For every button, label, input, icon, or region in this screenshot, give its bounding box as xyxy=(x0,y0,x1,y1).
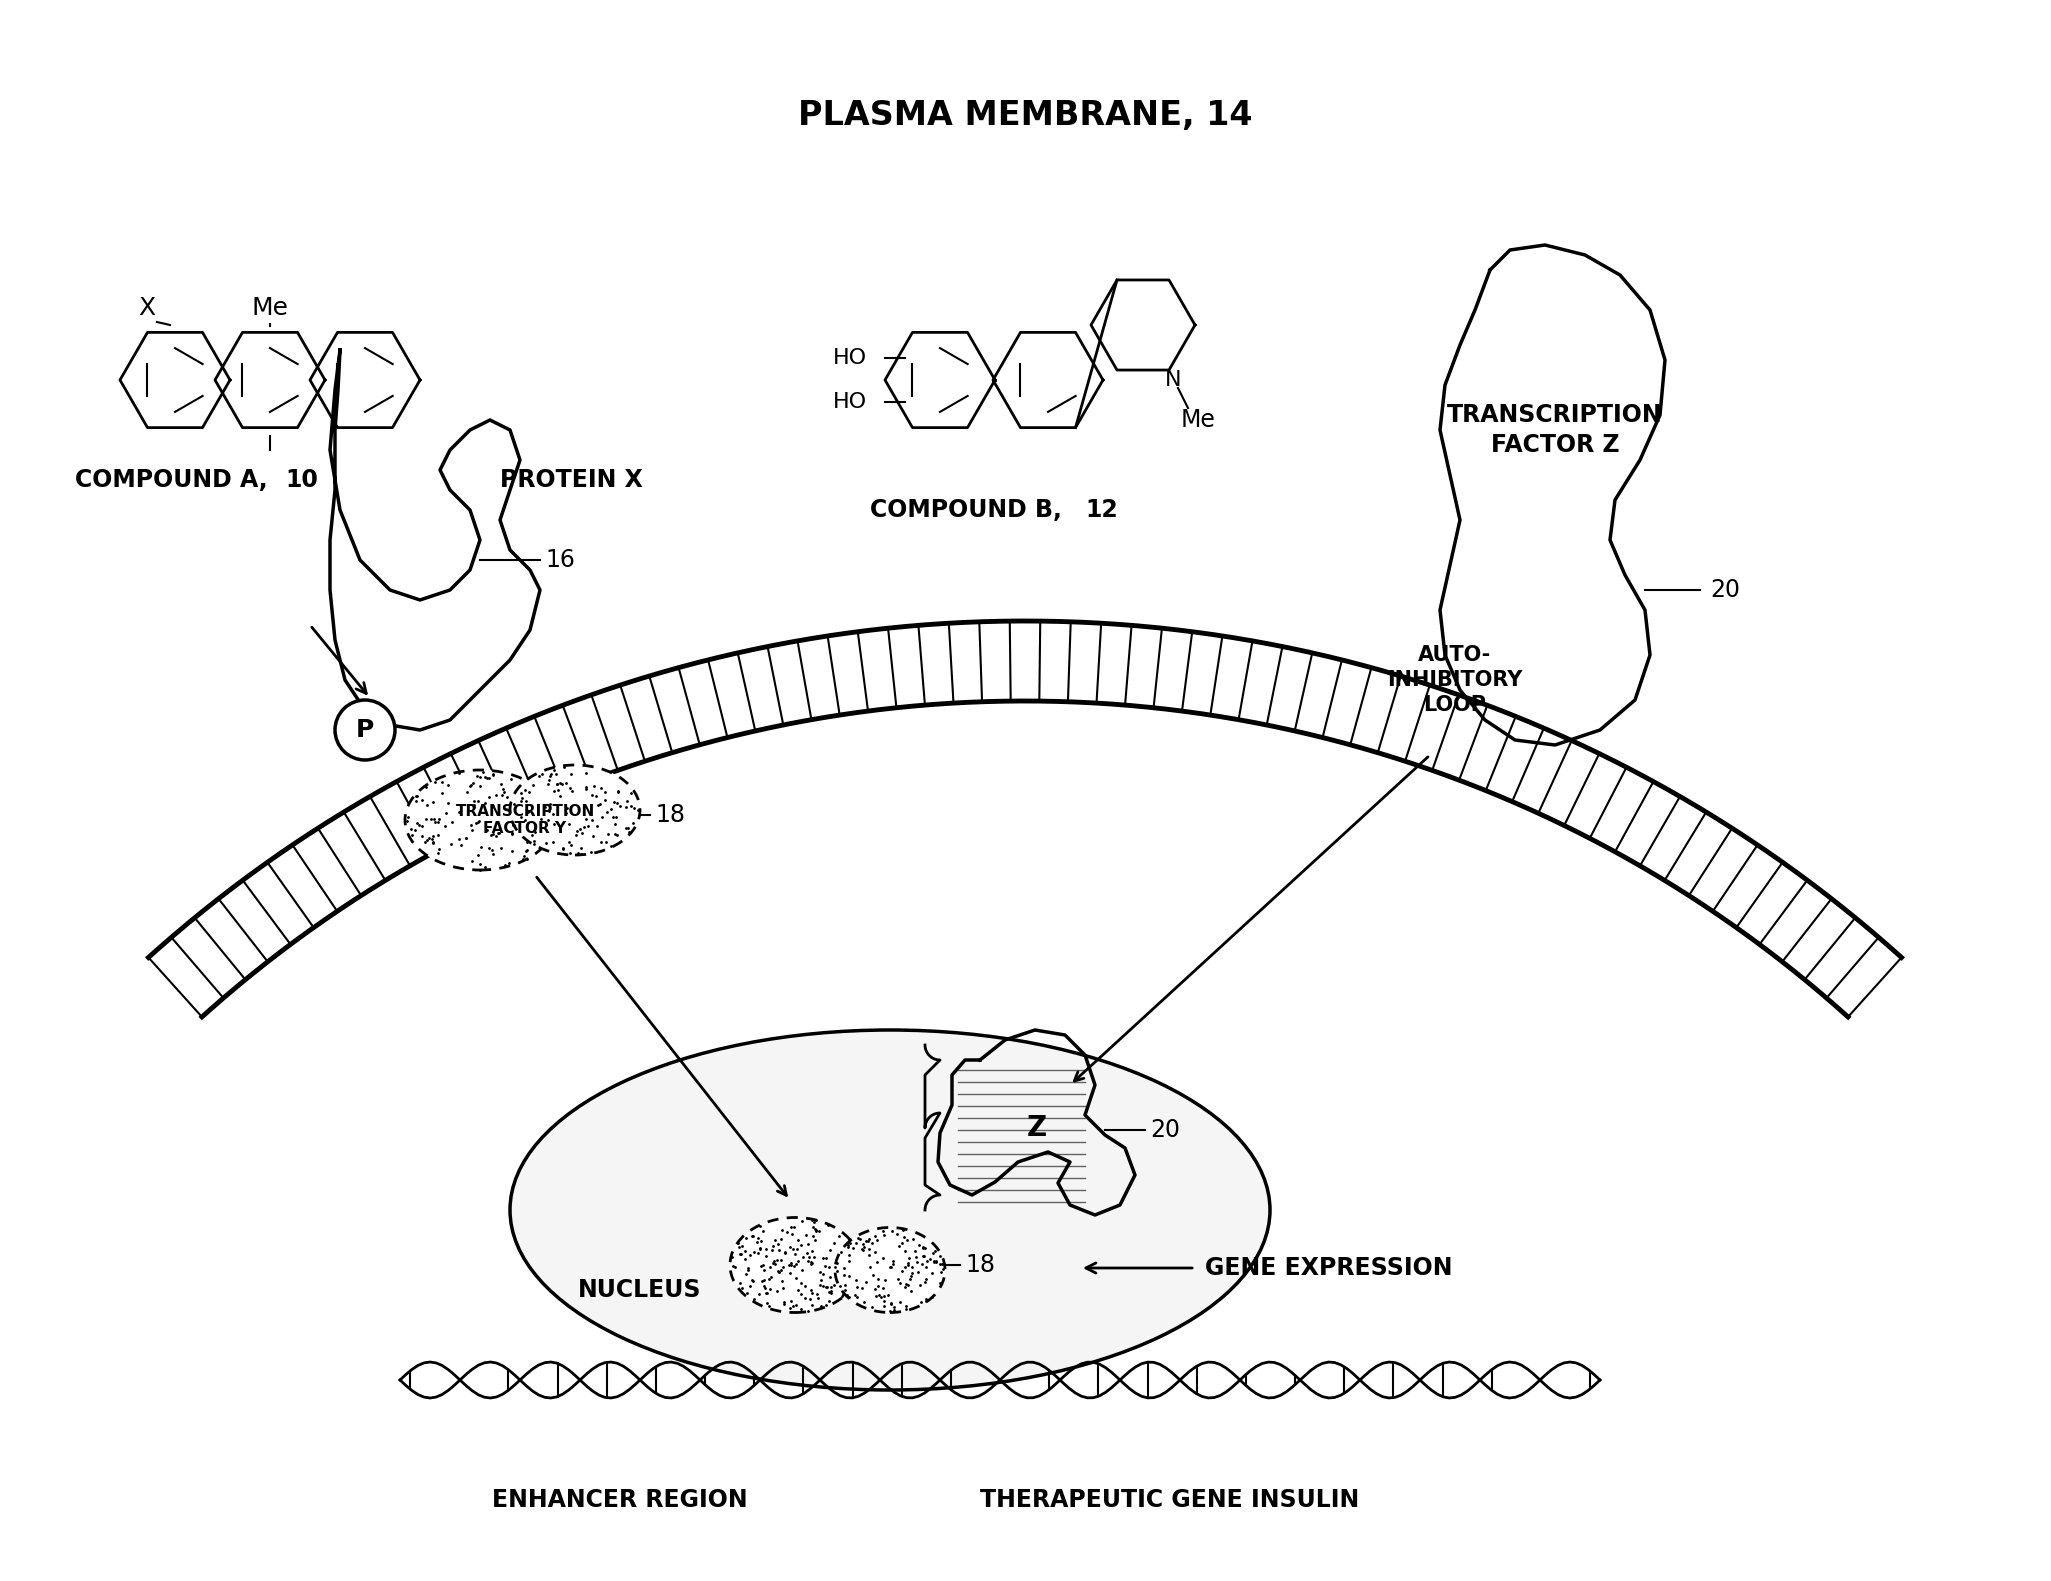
Text: 18: 18 xyxy=(966,1254,995,1277)
Text: X: X xyxy=(137,296,156,319)
Text: 20: 20 xyxy=(1711,579,1739,602)
Text: COMPOUND A,: COMPOUND A, xyxy=(76,468,277,492)
Ellipse shape xyxy=(511,765,640,855)
Text: Z: Z xyxy=(1028,1115,1048,1141)
Text: 16: 16 xyxy=(546,549,574,572)
Text: Me: Me xyxy=(1181,408,1216,432)
Text: PROTEIN X: PROTEIN X xyxy=(500,468,642,492)
Text: TRANSCRIPTION
FACTOR Y: TRANSCRIPTION FACTOR Y xyxy=(455,803,595,836)
Text: GENE EXPRESSION: GENE EXPRESSION xyxy=(1206,1255,1452,1281)
Ellipse shape xyxy=(404,770,556,870)
Text: 10: 10 xyxy=(285,468,318,492)
Text: N: N xyxy=(1165,370,1181,391)
Ellipse shape xyxy=(730,1217,859,1312)
Text: COMPOUND B,: COMPOUND B, xyxy=(870,498,1071,522)
Circle shape xyxy=(334,700,396,760)
Text: 20: 20 xyxy=(1151,1118,1179,1141)
Text: AUTO-
INHIBITORY
LOOP: AUTO- INHIBITORY LOOP xyxy=(1386,645,1522,715)
Text: TRANSCRIPTION
FACTOR Z: TRANSCRIPTION FACTOR Z xyxy=(1448,403,1663,457)
Ellipse shape xyxy=(835,1227,946,1312)
Text: Me: Me xyxy=(252,296,289,319)
Text: PLASMA MEMBRANE, 14: PLASMA MEMBRANE, 14 xyxy=(798,98,1253,131)
Text: ENHANCER REGION: ENHANCER REGION xyxy=(492,1488,749,1511)
Text: HO: HO xyxy=(833,348,868,368)
Text: THERAPEUTIC GENE INSULIN: THERAPEUTIC GENE INSULIN xyxy=(980,1488,1360,1511)
Ellipse shape xyxy=(511,1029,1270,1390)
Text: 12: 12 xyxy=(1085,498,1118,522)
Text: NUCLEUS: NUCLEUS xyxy=(578,1277,701,1303)
Text: P: P xyxy=(357,718,373,741)
Text: 18: 18 xyxy=(654,803,685,827)
Text: HO: HO xyxy=(833,392,868,413)
